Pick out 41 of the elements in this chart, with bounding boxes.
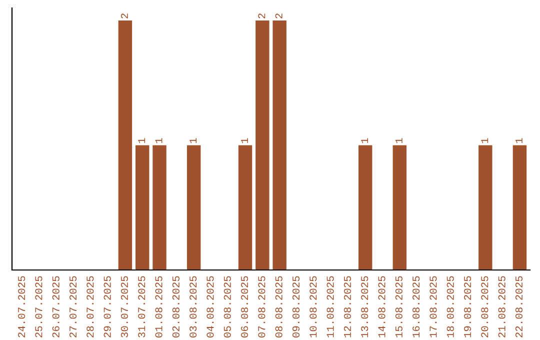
x-tick-label: 02.08.2025 [172,276,180,338]
x-tick-label: 27.07.2025 [69,276,77,338]
x-tick-label: 01.08.2025 [155,276,162,338]
x-tick-label: 18.08.2025 [446,276,454,338]
x-tick-label: 16.08.2025 [412,276,420,338]
x-tick-label: 15.08.2025 [395,276,402,338]
x-tick-label: 19.08.2025 [464,276,472,338]
x-tick-label: 11.08.2025 [326,276,334,338]
x-tick-label: 08.08.2025 [275,276,282,338]
x-tick-label: 09.08.2025 [292,276,300,338]
x-tick-label: 26.07.2025 [52,276,60,338]
data-label: 1 [138,138,146,144]
data-label: 2 [258,14,266,18]
x-tick-label: 31.07.2025 [138,276,146,338]
x-tick-label: 17.08.2025 [430,276,437,338]
data-label: 2 [120,14,128,18]
x-tick-label: 05.08.2025 [224,276,231,338]
x-tick-label: 06.08.2025 [240,276,248,338]
x-tick-label: 04.08.2025 [206,276,214,338]
x-tick-label: 25.07.2025 [35,276,42,338]
x-tick-label: 22.08.2025 [515,276,523,338]
x-tick-label: 10.08.2025 [310,276,317,338]
data-label: 1 [395,138,402,144]
x-tick-label: 12.08.2025 [344,276,351,338]
data-label: 1 [241,138,248,144]
x-tick-label: 20.08.2025 [481,276,488,338]
x-tick-label: 24.07.2025 [18,276,26,338]
x-tick-label: 07.08.2025 [258,276,266,338]
data-label: 1 [516,138,522,144]
x-tick-label: 03.08.2025 [190,276,197,338]
x-tick-label: 13.08.2025 [361,276,368,338]
x-tick-label: 14.08.2025 [378,276,386,338]
x-tick-label: 30.07.2025 [120,276,128,338]
data-label: 1 [190,138,197,144]
data-label: 1 [481,138,488,144]
x-tick-label: 28.07.2025 [86,276,94,338]
x-tick-label: 21.08.2025 [498,276,506,338]
data-label: 1 [155,138,162,144]
data-label: 2 [275,14,282,18]
x-tick-label: 29.07.2025 [104,276,111,338]
data-label: 1 [361,138,368,144]
